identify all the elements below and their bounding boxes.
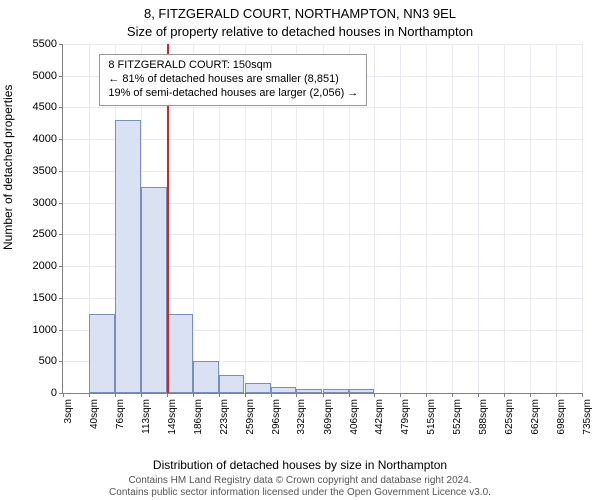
ytick-label: 500 bbox=[39, 355, 57, 367]
xtick-label: 479sqm bbox=[400, 399, 411, 435]
xtick-label: 76sqm bbox=[115, 399, 126, 429]
histogram-bar bbox=[167, 314, 193, 393]
ytick-label: 3000 bbox=[33, 197, 57, 209]
xtick-mark bbox=[349, 393, 350, 397]
xtick-label: 552sqm bbox=[452, 399, 463, 435]
ytick-label: 4500 bbox=[33, 101, 57, 113]
xtick-label: 186sqm bbox=[193, 399, 204, 435]
xtick-label: 259sqm bbox=[245, 399, 256, 435]
xtick-mark bbox=[530, 393, 531, 397]
xtick-mark bbox=[296, 393, 297, 397]
xtick-label: 698sqm bbox=[556, 399, 567, 435]
xtick-label: 332sqm bbox=[296, 399, 307, 435]
histogram-bar bbox=[349, 389, 375, 393]
annotation-line-2: ← 81% of detached houses are smaller (8,… bbox=[108, 73, 358, 87]
histogram-bar bbox=[296, 389, 322, 393]
xtick-mark bbox=[245, 393, 246, 397]
xtick-mark bbox=[323, 393, 324, 397]
histogram-bar bbox=[323, 389, 349, 393]
xtick-mark bbox=[478, 393, 479, 397]
xtick-mark bbox=[504, 393, 505, 397]
xtick-label: 149sqm bbox=[167, 399, 178, 435]
xtick-label: 3sqm bbox=[63, 399, 74, 423]
ytick-label: 0 bbox=[51, 387, 57, 399]
xtick-mark bbox=[193, 393, 194, 397]
xtick-label: 223sqm bbox=[219, 399, 230, 435]
annotation-line-3: 19% of semi-detached houses are larger (… bbox=[108, 87, 358, 101]
histogram-bar bbox=[219, 375, 245, 393]
ytick-label: 5000 bbox=[33, 70, 57, 82]
chart-title-1: 8, FITZGERALD COURT, NORTHAMPTON, NN3 9E… bbox=[0, 6, 600, 21]
xtick-label: 588sqm bbox=[478, 399, 489, 435]
gridline-v bbox=[374, 44, 375, 393]
ytick-mark bbox=[59, 139, 63, 140]
gridline-v bbox=[530, 44, 531, 393]
histogram-bar bbox=[245, 383, 271, 393]
ytick-mark bbox=[59, 203, 63, 204]
xtick-label: 625sqm bbox=[504, 399, 515, 435]
xtick-label: 296sqm bbox=[271, 399, 282, 435]
ytick-mark bbox=[59, 171, 63, 172]
xtick-mark bbox=[141, 393, 142, 397]
ytick-label: 4000 bbox=[33, 133, 57, 145]
ytick-label: 3500 bbox=[33, 165, 57, 177]
histogram-bar bbox=[271, 387, 297, 393]
xtick-label: 113sqm bbox=[141, 399, 152, 434]
chart-title-2: Size of property relative to detached ho… bbox=[0, 24, 600, 39]
ytick-mark bbox=[59, 361, 63, 362]
footer-line-1: Contains HM Land Registry data © Crown c… bbox=[0, 475, 600, 487]
xtick-mark bbox=[556, 393, 557, 397]
plot-area: 0500100015002000250030003500400045005000… bbox=[62, 44, 582, 394]
xtick-mark bbox=[426, 393, 427, 397]
annotation-box: 8 FITZGERALD COURT: 150sqm ← 81% of deta… bbox=[99, 54, 367, 105]
gridline-v bbox=[426, 44, 427, 393]
xtick-mark bbox=[89, 393, 90, 397]
xtick-mark bbox=[271, 393, 272, 397]
xtick-label: 735sqm bbox=[582, 399, 593, 435]
xtick-mark bbox=[582, 393, 583, 397]
ytick-label: 1500 bbox=[33, 292, 57, 304]
ytick-mark bbox=[59, 298, 63, 299]
ytick-mark bbox=[59, 266, 63, 267]
ytick-label: 2500 bbox=[33, 228, 57, 240]
xtick-label: 515sqm bbox=[426, 399, 437, 435]
footer-line-2: Contains public sector information licen… bbox=[0, 487, 600, 499]
ytick-mark bbox=[59, 76, 63, 77]
gridline-v bbox=[582, 44, 583, 393]
xtick-label: 662sqm bbox=[530, 399, 541, 435]
gridline-v bbox=[400, 44, 401, 393]
annotation-line-1: 8 FITZGERALD COURT: 150sqm bbox=[108, 59, 358, 73]
histogram-bar bbox=[115, 120, 141, 393]
xtick-mark bbox=[63, 393, 64, 397]
y-axis-label: Number of detached properties bbox=[1, 85, 15, 250]
xtick-mark bbox=[167, 393, 168, 397]
ytick-mark bbox=[59, 234, 63, 235]
gridline-v bbox=[504, 44, 505, 393]
xtick-label: 406sqm bbox=[349, 399, 360, 435]
xtick-mark bbox=[374, 393, 375, 397]
gridline-v bbox=[478, 44, 479, 393]
histogram-bar bbox=[141, 187, 167, 393]
x-axis-label: Distribution of detached houses by size … bbox=[0, 458, 600, 472]
footer: Contains HM Land Registry data © Crown c… bbox=[0, 475, 600, 498]
xtick-mark bbox=[219, 393, 220, 397]
histogram-bar bbox=[89, 314, 115, 393]
ytick-mark bbox=[59, 107, 63, 108]
xtick-label: 40sqm bbox=[89, 399, 100, 429]
ytick-label: 1000 bbox=[33, 324, 57, 336]
chart-root: 8, FITZGERALD COURT, NORTHAMPTON, NN3 9E… bbox=[0, 0, 600, 500]
xtick-mark bbox=[452, 393, 453, 397]
ytick-label: 2000 bbox=[33, 260, 57, 272]
xtick-label: 369sqm bbox=[323, 399, 334, 435]
gridline-v bbox=[452, 44, 453, 393]
ytick-mark bbox=[59, 330, 63, 331]
ytick-label: 5500 bbox=[33, 38, 57, 50]
xtick-label: 442sqm bbox=[374, 399, 385, 435]
gridline-v bbox=[556, 44, 557, 393]
histogram-bar bbox=[193, 361, 219, 393]
ytick-mark bbox=[59, 44, 63, 45]
xtick-mark bbox=[400, 393, 401, 397]
xtick-mark bbox=[115, 393, 116, 397]
